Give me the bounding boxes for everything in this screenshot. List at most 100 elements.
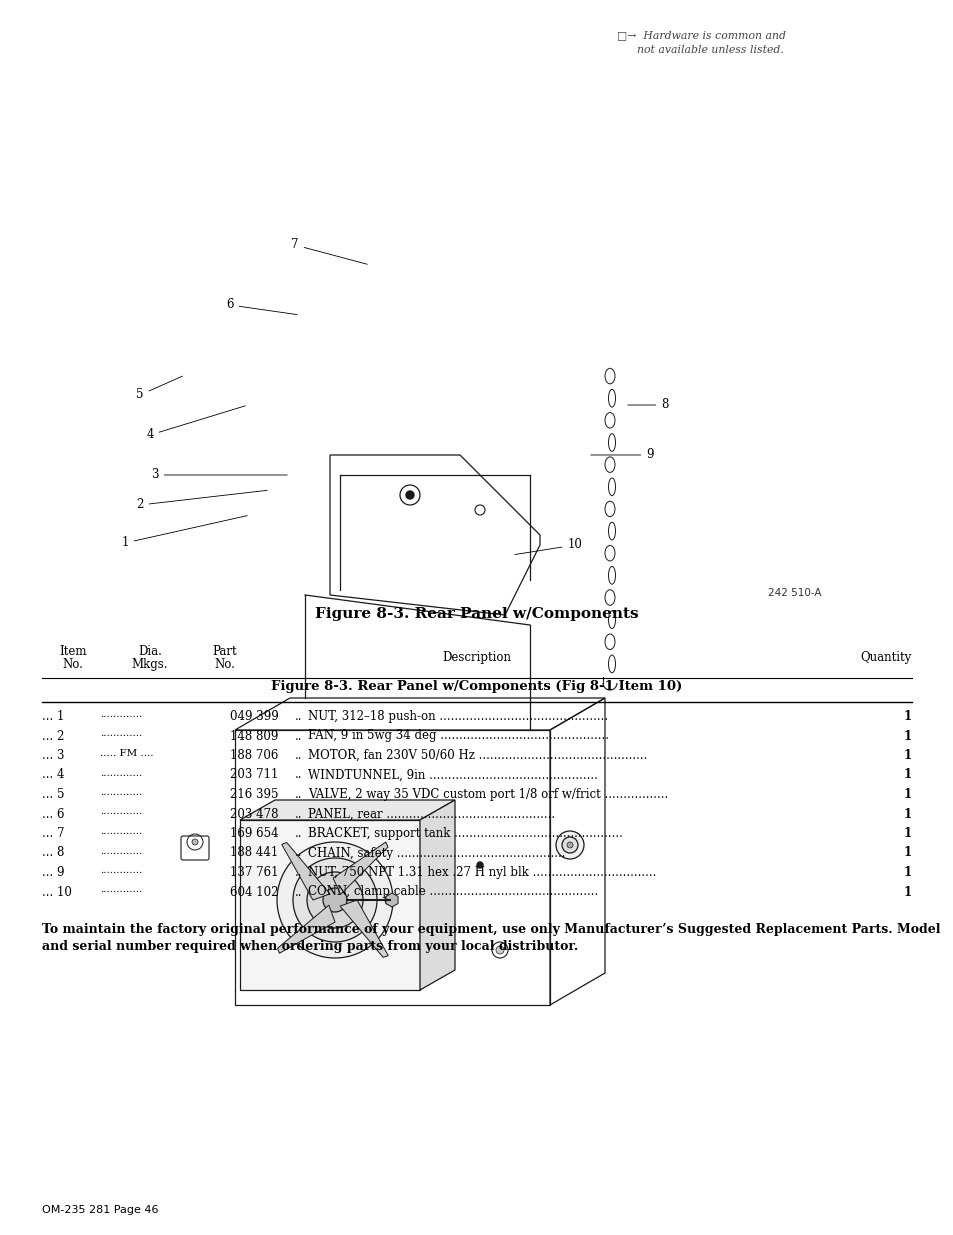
Circle shape <box>496 946 503 953</box>
Text: 604 102: 604 102 <box>230 885 278 899</box>
Text: Part: Part <box>213 645 237 658</box>
Text: .............: ............. <box>100 808 142 816</box>
Text: ..: .. <box>294 710 302 722</box>
Text: ..: .. <box>294 866 302 879</box>
Text: ... 5: ... 5 <box>42 788 65 802</box>
Text: 1: 1 <box>902 788 911 802</box>
Text: 1: 1 <box>902 846 911 860</box>
Text: 137 761: 137 761 <box>230 866 278 879</box>
Circle shape <box>276 842 393 958</box>
Text: BRACKET, support tank .............................................: BRACKET, support tank ..................… <box>308 827 622 840</box>
Text: Mkgs.: Mkgs. <box>132 658 168 671</box>
Text: 7: 7 <box>291 238 367 264</box>
Text: .............: ............. <box>100 827 142 836</box>
Text: 216 395: 216 395 <box>230 788 278 802</box>
Circle shape <box>192 839 198 845</box>
Text: WINDTUNNEL, 9in .............................................: WINDTUNNEL, 9in ........................… <box>308 768 598 782</box>
Circle shape <box>307 982 313 988</box>
Text: ... 9: ... 9 <box>42 866 65 879</box>
Circle shape <box>385 895 395 905</box>
Text: 1: 1 <box>121 515 247 550</box>
Text: 148 809: 148 809 <box>230 730 278 742</box>
Text: 2: 2 <box>136 490 267 511</box>
Text: ... 2: ... 2 <box>42 730 64 742</box>
Text: OM-235 281 Page 46: OM-235 281 Page 46 <box>42 1205 158 1215</box>
Text: ..: .. <box>294 788 302 802</box>
Text: Item: Item <box>59 645 87 658</box>
Text: ... 10: ... 10 <box>42 885 71 899</box>
Text: 1: 1 <box>902 866 911 879</box>
Text: 5: 5 <box>136 377 182 401</box>
Text: ... 6: ... 6 <box>42 808 65 820</box>
Text: .............: ............. <box>100 768 142 778</box>
Text: 203 478: 203 478 <box>230 808 278 820</box>
Text: 9: 9 <box>590 448 653 462</box>
Circle shape <box>556 831 583 860</box>
Text: 049 399: 049 399 <box>230 710 278 722</box>
Text: VALVE, 2 way 35 VDC custom port 1/8 orf w/frict .................: VALVE, 2 way 35 VDC custom port 1/8 orf … <box>308 788 667 802</box>
Text: ..: .. <box>294 768 302 782</box>
Text: ..: .. <box>294 808 302 820</box>
Text: .............: ............. <box>100 885 142 894</box>
Text: 3: 3 <box>152 468 287 482</box>
Text: 188 706: 188 706 <box>230 748 278 762</box>
Circle shape <box>561 837 578 853</box>
Text: 1: 1 <box>902 768 911 782</box>
Text: ... 7: ... 7 <box>42 827 65 840</box>
Text: .............: ............. <box>100 788 142 797</box>
Polygon shape <box>277 905 335 953</box>
Text: .............: ............. <box>100 710 142 719</box>
Text: Dia.: Dia. <box>138 645 162 658</box>
Polygon shape <box>240 820 419 990</box>
Polygon shape <box>340 900 388 957</box>
Text: 1: 1 <box>902 885 911 899</box>
Circle shape <box>287 897 293 903</box>
Text: 4: 4 <box>146 406 245 441</box>
Text: ..... FM ....: ..... FM .... <box>100 748 153 758</box>
Text: 8: 8 <box>627 399 668 411</box>
Text: Figure 8-3. Rear Panel w/Components (Fig 8-1 Item 10): Figure 8-3. Rear Panel w/Components (Fig… <box>271 680 682 693</box>
Circle shape <box>323 888 347 911</box>
Text: ..: .. <box>294 827 302 840</box>
Text: MOTOR, fan 230V 50/60 Hz .............................................: MOTOR, fan 230V 50/60 Hz ...............… <box>308 748 647 762</box>
Text: PANEL, rear .............................................: PANEL, rear ............................… <box>308 808 555 820</box>
Polygon shape <box>419 800 455 990</box>
Text: ..: .. <box>294 846 302 860</box>
Text: Quantity: Quantity <box>860 651 911 664</box>
Text: .............: ............. <box>100 730 142 739</box>
Circle shape <box>287 802 293 808</box>
Text: No.: No. <box>214 658 235 671</box>
Text: Description: Description <box>442 651 511 664</box>
Polygon shape <box>240 800 455 820</box>
Text: Figure 8-3. Rear Panel w/Components: Figure 8-3. Rear Panel w/Components <box>314 606 639 621</box>
Text: 10: 10 <box>515 538 582 555</box>
Polygon shape <box>333 842 388 894</box>
Text: CONN, clamp cable .............................................: CONN, clamp cable ......................… <box>308 885 598 899</box>
Text: NUT, 312–18 push-on .............................................: NUT, 312–18 push-on ....................… <box>308 710 607 722</box>
Text: .............: ............. <box>100 846 142 856</box>
Text: not available unless listed.: not available unless listed. <box>637 44 783 56</box>
Text: No.: No. <box>63 658 83 671</box>
Text: 1: 1 <box>902 710 911 722</box>
Text: ..: .. <box>294 730 302 742</box>
Circle shape <box>307 872 363 927</box>
Text: 203 711: 203 711 <box>230 768 278 782</box>
Text: To maintain the factory original performance of your equipment, use only Manufac: To maintain the factory original perform… <box>42 923 940 953</box>
Text: FAN, 9 in 5wg 34 deg .............................................: FAN, 9 in 5wg 34 deg ...................… <box>308 730 608 742</box>
Text: ... 3: ... 3 <box>42 748 65 762</box>
Text: 1: 1 <box>902 808 911 820</box>
Circle shape <box>293 858 376 942</box>
Text: ... 4: ... 4 <box>42 768 65 782</box>
Circle shape <box>406 492 414 499</box>
Text: 188 441: 188 441 <box>230 846 278 860</box>
Text: ... 8: ... 8 <box>42 846 64 860</box>
Text: □→  Hardware is common and: □→ Hardware is common and <box>617 30 785 40</box>
Text: NUT, 750 NPT 1.31 hex .27 H nyl blk .................................: NUT, 750 NPT 1.31 hex .27 H nyl blk ....… <box>308 866 656 879</box>
Polygon shape <box>281 842 330 900</box>
Text: .............: ............. <box>100 866 142 876</box>
Text: ..: .. <box>294 748 302 762</box>
Circle shape <box>566 842 573 848</box>
Text: 242 510-A: 242 510-A <box>767 588 821 598</box>
Text: 6: 6 <box>226 299 297 315</box>
Circle shape <box>476 862 482 868</box>
